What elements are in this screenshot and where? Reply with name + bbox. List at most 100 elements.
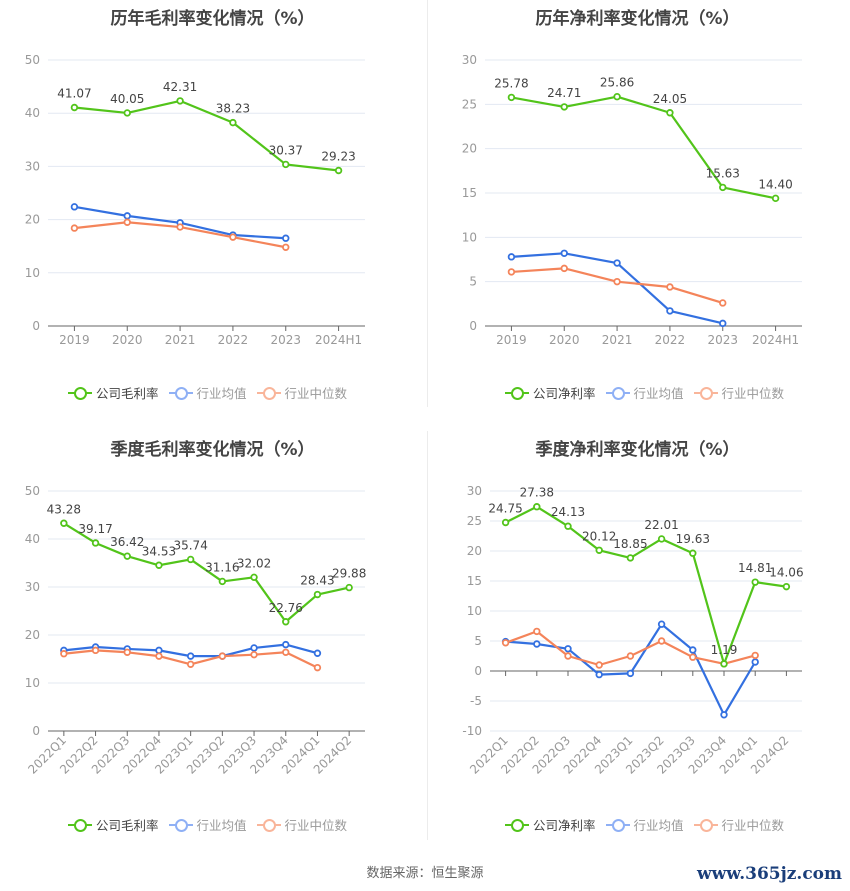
legend-line-circle-icon bbox=[505, 818, 529, 832]
data-point bbox=[626, 554, 635, 562]
data-point bbox=[560, 103, 568, 111]
series-line-2 bbox=[511, 267, 724, 304]
x-tick-label: 2023 bbox=[707, 333, 738, 347]
data-point bbox=[123, 109, 131, 117]
data-source-note: 数据来源：恒生聚源 bbox=[366, 866, 484, 881]
data-point bbox=[533, 627, 541, 636]
data-point bbox=[70, 203, 79, 211]
legend-item-industry-median[interactable]: 行业中位数 bbox=[693, 815, 785, 834]
data-label: 14.06 bbox=[769, 566, 803, 580]
x-tick-label: 2019 bbox=[59, 333, 90, 347]
legend-chart-2: 公司毛利率 行业均值 行业中位数 bbox=[68, 815, 347, 834]
legend-line-circle-icon bbox=[693, 818, 718, 832]
legend-label: 行业中位数 bbox=[284, 818, 348, 833]
legend-line-circle-icon bbox=[505, 386, 529, 400]
legend-item-industry-average[interactable]: 行业均值 bbox=[605, 383, 684, 402]
vertical-divider-bottom bbox=[427, 431, 428, 840]
y-tick-label: 5 bbox=[474, 634, 482, 648]
chart-0: 0 10 20 30 40 50 2019 2020 2021 2022 2023 2024H1 41.… bbox=[25, 53, 365, 347]
data-point bbox=[719, 319, 727, 328]
legend-label: 行业中位数 bbox=[721, 386, 785, 401]
x-tick-label: 2021 bbox=[165, 333, 196, 347]
data-point bbox=[282, 640, 290, 649]
legend-item-industry-average[interactable]: 行业均值 bbox=[168, 383, 247, 402]
legend-label: 公司净利率 bbox=[533, 386, 596, 401]
legend-item-company[interactable]: 公司净利率 bbox=[505, 815, 596, 834]
data-point bbox=[657, 620, 666, 628]
legend-chart-3: 公司净利率 行业均值 行业中位数 bbox=[505, 815, 784, 834]
data-label: 32.02 bbox=[237, 556, 271, 570]
data-point bbox=[501, 639, 510, 647]
legend-item-industry-median[interactable]: 行业中位数 bbox=[693, 383, 785, 402]
data-point bbox=[689, 549, 697, 557]
legend-line-circle-icon bbox=[693, 386, 718, 400]
data-label: 24.13 bbox=[551, 505, 585, 519]
data-point bbox=[751, 658, 759, 666]
legend-label: 行业均值 bbox=[633, 386, 684, 401]
data-label: 27.38 bbox=[520, 486, 554, 500]
series-line-0 bbox=[63, 522, 350, 623]
data-point bbox=[282, 234, 290, 242]
watermark: www.365jz.com bbox=[697, 864, 842, 884]
data-label: 1.19 bbox=[711, 643, 738, 657]
x-tick-label: 2020 bbox=[112, 333, 143, 347]
y-tick-label: 10 bbox=[467, 604, 482, 618]
data-point bbox=[229, 233, 237, 241]
data-point bbox=[186, 555, 195, 564]
x-tick-label: 2019 bbox=[496, 333, 527, 347]
series-line-0 bbox=[74, 99, 339, 172]
legend-label: 行业均值 bbox=[196, 386, 247, 401]
legend-line-circle-icon bbox=[168, 818, 193, 832]
data-point bbox=[123, 648, 131, 656]
data-label: 25.86 bbox=[600, 76, 634, 90]
legend-item-industry-median[interactable]: 行业中位数 bbox=[256, 815, 348, 834]
data-point bbox=[533, 640, 541, 648]
series-line-0 bbox=[505, 505, 787, 665]
series-line-0 bbox=[511, 95, 776, 200]
data-point bbox=[613, 93, 621, 101]
data-label: 35.74 bbox=[173, 538, 207, 552]
legend-item-company[interactable]: 公司毛利率 bbox=[68, 815, 159, 834]
legend-item-industry-median[interactable]: 行业中位数 bbox=[256, 383, 347, 402]
y-tick-label: 25 bbox=[462, 97, 477, 111]
legend-item-company[interactable]: 公司毛利率 bbox=[68, 383, 159, 402]
data-point bbox=[60, 519, 68, 527]
y-tick-label: 0 bbox=[32, 724, 40, 738]
legend-item-company[interactable]: 公司净利率 bbox=[505, 383, 596, 402]
legend-item-industry-average[interactable]: 行业均值 bbox=[168, 815, 247, 834]
data-point bbox=[313, 590, 322, 599]
chart-title-annual-gross-margin: 历年毛利率变化情况（%） bbox=[110, 9, 315, 29]
x-tick-label: 2024H1 bbox=[315, 333, 362, 347]
chart-title-quarterly-gross-margin: 季度毛利率变化情况（%） bbox=[110, 440, 315, 460]
chart-title-annual-net-margin: 历年净利率变化情况（%） bbox=[535, 9, 740, 29]
data-point bbox=[60, 650, 68, 658]
y-tick-label: 30 bbox=[467, 484, 482, 498]
legend-label: 行业均值 bbox=[633, 818, 684, 833]
legend-label: 行业中位数 bbox=[721, 818, 785, 833]
y-tick-label: 30 bbox=[462, 53, 477, 67]
data-point bbox=[595, 670, 603, 679]
y-tick-label: 15 bbox=[467, 574, 482, 588]
y-tick-label: 20 bbox=[25, 213, 40, 227]
data-point bbox=[689, 646, 697, 654]
data-point bbox=[564, 652, 572, 660]
data-point bbox=[626, 652, 635, 660]
data-label: 20.12 bbox=[582, 529, 616, 543]
data-point bbox=[560, 264, 568, 273]
data-point bbox=[560, 249, 568, 257]
data-point bbox=[229, 118, 237, 127]
data-point bbox=[123, 552, 131, 560]
y-tick-label: 10 bbox=[25, 266, 40, 280]
data-point bbox=[564, 522, 572, 530]
data-point bbox=[533, 503, 541, 511]
chart-title-quarterly-net-margin: 季度净利率变化情况（%） bbox=[535, 440, 740, 460]
data-point bbox=[720, 660, 728, 668]
legend-chart-1: 公司净利率 行业均值 行业中位数 bbox=[505, 383, 784, 402]
legend-line-circle-icon bbox=[605, 818, 630, 832]
legend-label: 公司毛利率 bbox=[96, 818, 159, 833]
data-point bbox=[282, 618, 290, 626]
data-point bbox=[666, 307, 674, 315]
data-label: 42.31 bbox=[163, 80, 197, 94]
legend-item-industry-average[interactable]: 行业均值 bbox=[605, 815, 684, 834]
data-label: 24.05 bbox=[653, 92, 687, 106]
